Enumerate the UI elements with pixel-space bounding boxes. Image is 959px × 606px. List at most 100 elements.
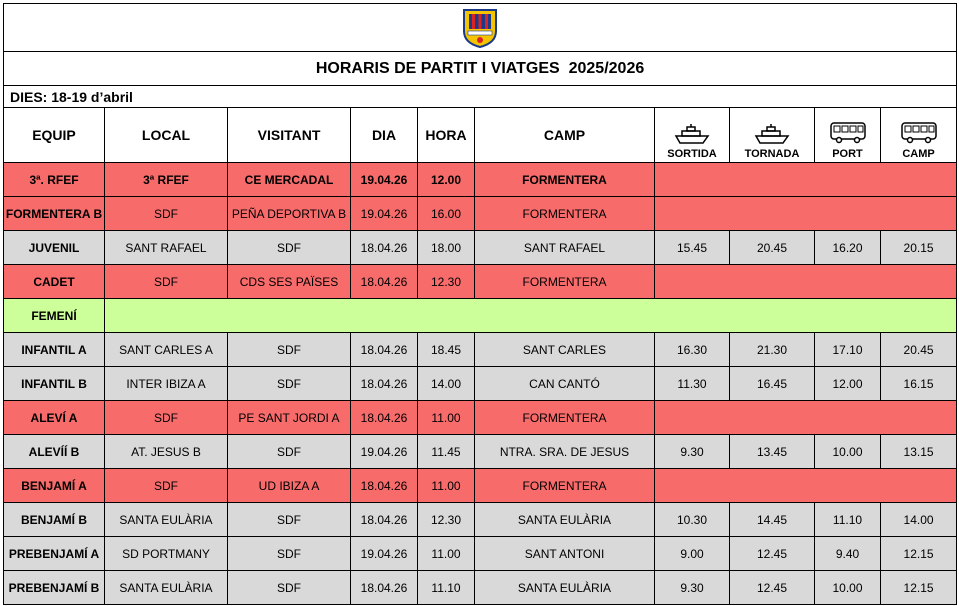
cell: 12.00 [814, 366, 881, 401]
header-label: TORNADA [744, 148, 800, 160]
cell: SANTA EULÀRIA [104, 502, 228, 537]
cell: SD PORTMANY [104, 536, 228, 571]
cell: SANT RAFAEL [104, 230, 228, 265]
cell: SDF [227, 502, 351, 537]
header-cell: SORTIDA [654, 107, 730, 163]
cell: PREBENJAMÍ A [3, 536, 105, 571]
cell: CADET [3, 264, 105, 299]
data-row: INFANTIL B INTER IBIZA A SDF 18.04.26 14.00 C… [3, 366, 958, 401]
cell: SDF [104, 264, 228, 299]
cell: SDF [104, 196, 228, 231]
dates: DIES: 18-19 d’abril [2, 85, 958, 108]
cell: NTRA. SRA. DE JESUS [474, 434, 655, 469]
header-label: SORTIDA [667, 148, 717, 160]
cell: SANTA EULÀRIA [474, 502, 655, 537]
cell: 18.04.26 [350, 502, 418, 537]
cell: SDF [227, 366, 351, 401]
data-row: INFANTIL A SANT CARLES A SDF 18.04.26 18.45 S… [3, 332, 958, 367]
cell: SANTA EULÀRIA [474, 570, 655, 605]
cell: 12.15 [879, 536, 958, 571]
bus-icon [829, 122, 866, 144]
cell: 9.40 [814, 536, 881, 571]
bus-icon [900, 122, 937, 144]
cell: 12.45 [729, 570, 815, 605]
cell: 9.30 [654, 570, 730, 605]
data-row: ALEVÍÍ B AT. JESUS B SDF 19.04.26 11.45 NTRA.… [3, 434, 958, 469]
empty-span [103, 298, 958, 333]
cell: AT. JESUS B [104, 434, 228, 469]
cell: SDF [227, 570, 351, 605]
data-row: BENJAMÍ A SDF UD IBIZA A 18.04.26 11.00 FORME… [3, 468, 958, 503]
cell: 16.30 [654, 332, 730, 367]
cell: 12.30 [417, 502, 475, 537]
data-row: BENJAMÍ B SANTA EULÀRIA SDF 18.04.26 12.30 SA… [3, 502, 958, 537]
cell: FEMENÍ [3, 298, 105, 333]
cell: SANT CARLES A [104, 332, 228, 367]
ship-icon [754, 124, 790, 144]
cell: FORMENTERA [474, 468, 655, 503]
header-label: CAMP [902, 148, 935, 160]
cell: FORMENTERA B [3, 196, 105, 231]
data-row: 3ª. RFEF 3ª RFEF CE MERCADAL 19.04.26 12.00 F… [3, 162, 958, 197]
header-cell: DIA [350, 107, 418, 163]
cell: FORMENTERA [474, 162, 655, 197]
cell: 20.45 [729, 230, 815, 265]
header-cell: CAMP [879, 107, 958, 163]
cell: 11.10 [417, 570, 475, 605]
cell: 18.04.26 [350, 468, 418, 503]
header-cell: VISITANT [227, 107, 351, 163]
cell: 18.00 [417, 230, 475, 265]
header-cell: CAMP [474, 107, 655, 163]
club-logo [463, 8, 498, 48]
cell: 14.00 [879, 502, 958, 537]
cell: SDF [227, 332, 351, 367]
cell: 16.20 [814, 230, 881, 265]
empty-span [653, 468, 958, 503]
cell: ALEVÍÍ B [3, 434, 105, 469]
cell: 14.45 [729, 502, 815, 537]
title: HORARIS DE PARTIT I VIATGES 2025/2026 [2, 51, 958, 86]
cell: 10.30 [654, 502, 730, 537]
cell: 9.30 [654, 434, 730, 469]
cell: CAN CANTÓ [474, 366, 655, 401]
header-cell: LOCAL [104, 107, 228, 163]
header-row: EQUIP LOCAL VISITANT DIA HORA CAMP SORTIDA TORN… [3, 107, 958, 163]
cell: FORMENTERA [474, 264, 655, 299]
cell: CE MERCADAL [227, 162, 351, 197]
cell: 13.45 [729, 434, 815, 469]
cell: 11.10 [814, 502, 881, 537]
cell: 19.04.26 [350, 162, 418, 197]
cell: JUVENIL [3, 230, 105, 265]
cell: 21.30 [729, 332, 815, 367]
data-row: JUVENIL SANT RAFAEL SDF 18.04.26 18.00 SANT R… [3, 230, 958, 265]
header-cell: PORT [814, 107, 881, 163]
cell: 11.45 [417, 434, 475, 469]
cell: 11.30 [654, 366, 730, 401]
cell: INFANTIL B [3, 366, 105, 401]
cell: SANT RAFAEL [474, 230, 655, 265]
cell: BENJAMÍ A [3, 468, 105, 503]
schedule-table: HORARIS DE PARTIT I VIATGES 2025/2026 DI… [2, 3, 958, 605]
cell: 12.30 [417, 264, 475, 299]
cell: 20.15 [879, 230, 958, 265]
cell: SANT ANTONI [474, 536, 655, 571]
header-cell: EQUIP [3, 107, 105, 163]
cell: 3ª. RFEF [3, 162, 105, 197]
data-row: ALEVÍ A SDF PE SANT JORDI A 18.04.26 11.00 FO… [3, 400, 958, 435]
page: HORARIS DE PARTIT I VIATGES 2025/2026 DI… [2, 3, 958, 605]
data-row: CADET SDF CDS SES PAÏSES 18.04.26 12.30 FORME… [3, 264, 958, 299]
cell: CDS SES PAÏSES [227, 264, 351, 299]
cell: 18.04.26 [350, 570, 418, 605]
cell: 20.45 [879, 332, 958, 367]
cell: 18.04.26 [350, 366, 418, 401]
cell: ALEVÍ A [3, 400, 105, 435]
cell: 18.04.26 [350, 264, 418, 299]
data-row: FEMENÍ [3, 298, 958, 333]
data-row: PREBENJAMÍ B SANTA EULÀRIA SDF 18.04.26 11.1… [3, 570, 958, 605]
cell: UD IBIZA A [227, 468, 351, 503]
cell: PEÑA DEPORTIVA B [227, 196, 351, 231]
cell: 13.15 [879, 434, 958, 469]
cell: 16.15 [879, 366, 958, 401]
cell: 10.00 [814, 434, 881, 469]
cell: SDF [104, 468, 228, 503]
